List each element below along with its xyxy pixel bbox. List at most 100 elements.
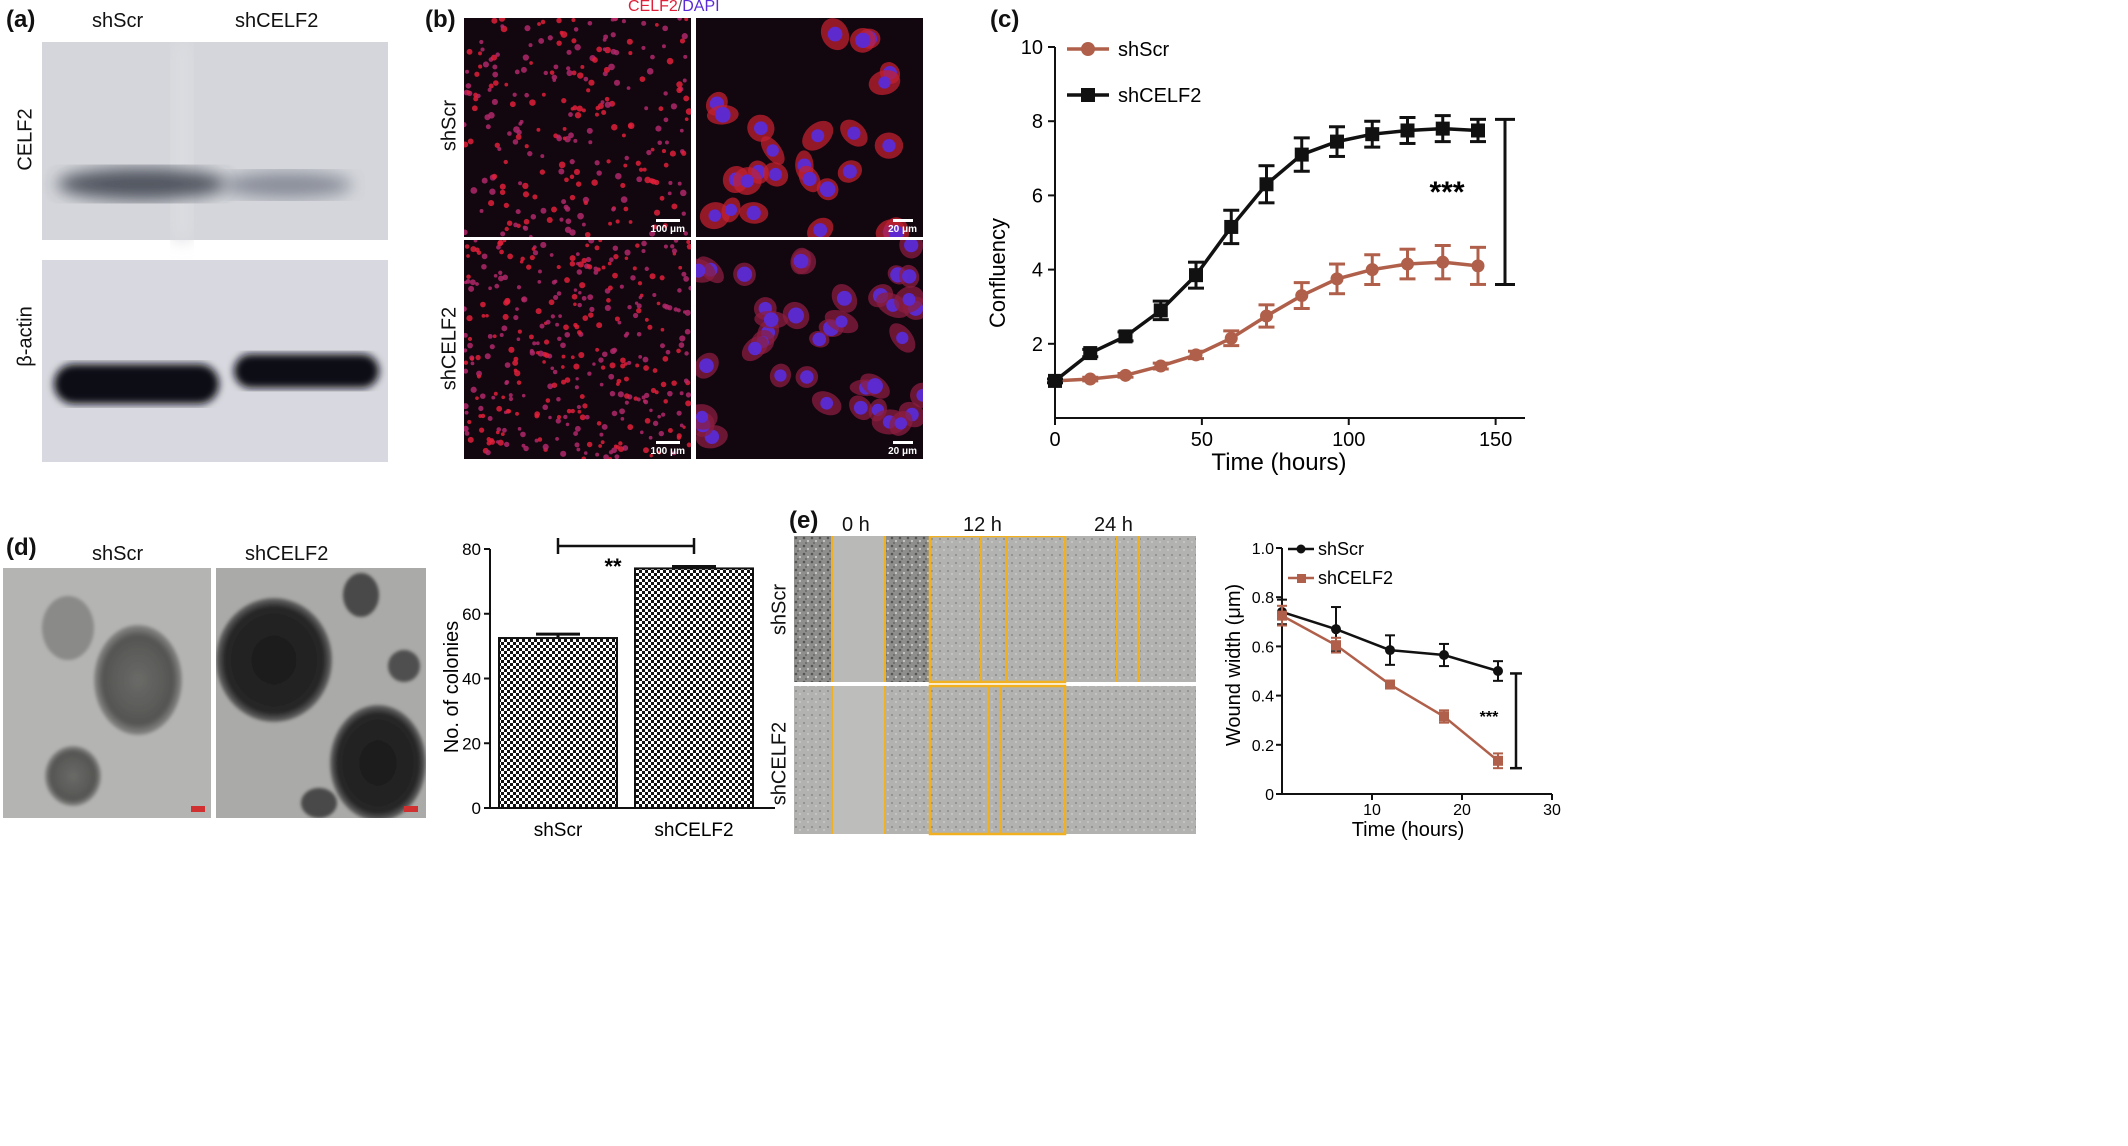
chart-c-ytick-label: 2 (1032, 334, 1043, 356)
chart-e-legend-shcelf2: shCELF2 (1318, 568, 1393, 588)
chart-e-ytick-label: 0.6 (1252, 639, 1274, 656)
chart-d-ytick-label: 80 (462, 540, 481, 559)
chart-e-xlabel: Time (hours) (1352, 819, 1465, 841)
chart-c-point (1224, 219, 1239, 234)
chart-c-legend-marker (1081, 88, 1095, 102)
chart-c-ytick-label: 6 (1032, 185, 1043, 207)
chart-c-significance: *** (1429, 176, 1464, 209)
colony-image-label-shscr: shScr (92, 543, 144, 565)
chart-e-ytick-label: 0 (1265, 787, 1274, 804)
wound-healing-images (794, 536, 1196, 836)
chart-c-point (1189, 268, 1203, 283)
chart-c-xlabel: Time (hours) (1211, 449, 1346, 476)
colony-image-label-shcelf2: shCELF2 (245, 543, 329, 565)
chart-c-legend-marker (1081, 42, 1095, 56)
blot-label-beta-actin: β-actin (14, 306, 37, 367)
chart-c-point (1471, 123, 1485, 138)
chart-c-point (1189, 348, 1203, 362)
chart-c-ytick-label: 8 (1032, 111, 1043, 133)
if-image-shscr-low: 100 μm (464, 18, 691, 237)
chart-d-ylabel: No. of colonies (441, 621, 463, 753)
chart-c-point (1401, 257, 1414, 271)
colony-image-shscr (3, 568, 211, 818)
if-image-shcelf2-high: 20 μm (696, 240, 923, 459)
chart-e-ytick-label: 0.4 (1252, 689, 1274, 706)
celf2-stain-label: CELF2 (628, 0, 678, 15)
chart-c-point (1118, 329, 1133, 344)
chart-d-significance: ** (604, 554, 622, 579)
chart-e-ytick-label: 0.2 (1252, 738, 1274, 755)
if-image-shcelf2-low: 100 μm (464, 240, 691, 459)
chart-c-ylabel: Confluency (985, 218, 1010, 328)
wound-time-label-0h: 0 h (842, 514, 870, 536)
chart-e-point (1385, 679, 1395, 690)
chart-c-xtick-label: 100 (1332, 429, 1365, 451)
chart-e-ylabel: Wound width (μm) (1223, 584, 1245, 746)
chart-c-ytick-label: 4 (1032, 260, 1043, 282)
chart-c-point (1295, 289, 1309, 303)
panel-e-label: (e) (789, 507, 819, 534)
chart-c-point (1330, 272, 1344, 286)
panel-c-label: (c) (990, 6, 1020, 33)
chart-d-ytick-label: 40 (462, 670, 481, 689)
chart-e-legend-marker (1296, 544, 1306, 554)
if-row-label-shcelf2: shCELF2 (438, 306, 461, 391)
chart-c-point (1435, 121, 1450, 136)
wound-row-label-shscr: shScr (768, 583, 791, 636)
chart-e-ytick-label: 1.0 (1252, 541, 1274, 558)
blot-label-celf2: CELF2 (14, 108, 37, 171)
wound-time-label-12h: 12 h (963, 514, 1002, 536)
chart-c-point (1400, 123, 1415, 138)
panel-d-label: (d) (6, 534, 37, 561)
colonies-bar-chart: No. of colonies ** 0 20 40 60 80 shScr shCELF2 (441, 538, 775, 841)
wound-width-chart: Wound width (μm) Time (hours) *** shScr … (1223, 539, 1561, 841)
chart-c-point (1224, 331, 1238, 345)
chart-e-ytick-label: 0.8 (1252, 590, 1274, 607)
lane-label-shscr: shScr (92, 10, 144, 32)
chart-c-point (1083, 346, 1098, 361)
chart-c-point (1259, 177, 1274, 192)
wound-time-label-24h: 24 h (1094, 514, 1133, 536)
wound-row-label-shcelf2: shCELF2 (768, 721, 791, 806)
western-blot-image (42, 42, 388, 462)
chart-c-point (1471, 259, 1485, 273)
actin-band-shscr (54, 364, 219, 404)
chart-e-point (1385, 645, 1395, 656)
chart-e-xtick-label: 30 (1543, 802, 1561, 819)
chart-e-point (1439, 650, 1449, 661)
chart-c-point (1365, 127, 1380, 142)
chart-e-point (1493, 666, 1503, 676)
chart-c-xtick-label: 50 (1191, 429, 1213, 451)
chart-d-ytick-label: 20 (462, 734, 481, 753)
if-row-label-shscr: shScr (438, 99, 461, 152)
dapi-stain-label: DAPI (682, 0, 720, 15)
if-image-shscr-high: 20 μm (696, 18, 923, 237)
chart-d-category-label: shScr (534, 820, 583, 841)
chart-c-xtick-label: 0 (1049, 429, 1060, 451)
chart-c-point (1436, 255, 1450, 269)
chart-c-point (1294, 147, 1309, 162)
panel-a-label: (a) (6, 6, 36, 33)
chart-c-point (1260, 309, 1273, 323)
chart-c-point (1330, 134, 1344, 149)
chart-c-point (1119, 368, 1132, 382)
chart-e-point (1277, 610, 1287, 621)
chart-c-legend-shcelf2: shCELF2 (1118, 85, 1201, 107)
chart-c-point (1153, 303, 1168, 318)
confluency-chart: Confluency Time (hours) *** shScr shCELF… (985, 37, 1525, 476)
chart-c-xtick-label: 150 (1479, 429, 1512, 451)
chart-e-legend-marker (1297, 574, 1306, 583)
chart-c-point (1083, 372, 1097, 386)
chart-d-bar (498, 637, 618, 809)
chart-c-legend-shscr: shScr (1118, 39, 1169, 61)
celf2-band-shcelf2 (222, 172, 352, 198)
chart-d-bar (634, 567, 754, 809)
celf2-band-shscr (57, 168, 227, 200)
chart-e-xtick-label: 10 (1363, 802, 1381, 819)
chart-d-category-label: shCELF2 (654, 820, 733, 841)
chart-e-significance: *** (1480, 709, 1499, 726)
chart-d-ytick-label: 0 (472, 799, 481, 818)
chart-c-point (1365, 263, 1379, 277)
chart-e-point (1331, 624, 1341, 635)
chart-e-xtick-label: 20 (1453, 802, 1471, 819)
